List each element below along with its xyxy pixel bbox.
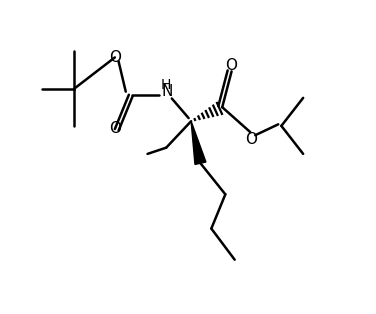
Text: O: O — [226, 58, 238, 73]
Text: O: O — [109, 50, 121, 65]
Text: O: O — [245, 133, 257, 147]
Text: H: H — [161, 78, 171, 92]
Polygon shape — [191, 121, 206, 165]
Text: N: N — [161, 84, 173, 99]
Text: O: O — [109, 122, 121, 137]
